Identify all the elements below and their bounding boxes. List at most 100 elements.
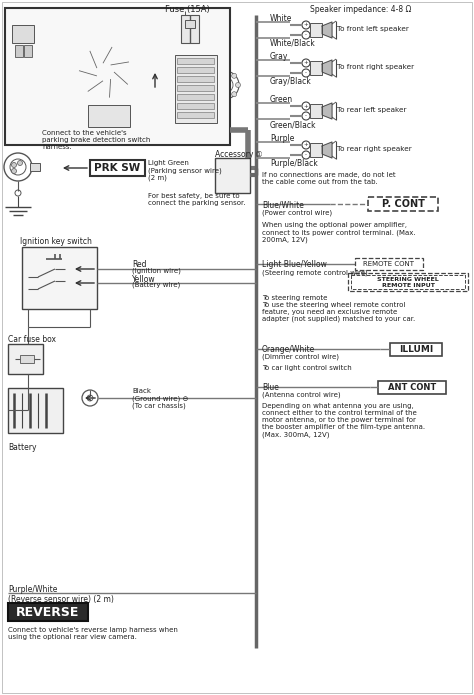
Circle shape [18,161,22,165]
Text: Gray: Gray [270,52,288,61]
Text: (Ignition wire): (Ignition wire) [132,267,181,274]
Bar [310,143,322,157]
Circle shape [213,73,219,79]
Bar [355,258,423,270]
Text: ANT CONT: ANT CONT [388,382,436,391]
Text: +: + [304,104,309,108]
Circle shape [107,115,109,117]
Circle shape [53,279,57,283]
Text: PRK SW: PRK SW [94,163,140,173]
Circle shape [102,69,108,75]
Text: +: + [304,60,309,65]
Text: (Antenna control wire): (Antenna control wire) [262,392,341,398]
Text: Purple/White
(Reverse sensor wire) (2 m): Purple/White (Reverse sensor wire) (2 m) [8,585,114,605]
Text: Yellow: Yellow [132,275,155,284]
Text: To front left speaker: To front left speaker [337,26,409,32]
Text: (Steering remote control wire): (Steering remote control wire) [262,269,368,275]
Circle shape [46,94,50,98]
Text: Blue: Blue [262,383,279,392]
Polygon shape [322,22,332,38]
Circle shape [232,92,237,97]
Text: (Power control wire): (Power control wire) [262,209,332,215]
Polygon shape [322,103,332,119]
Text: Car fuse box: Car fuse box [8,335,56,344]
Circle shape [36,275,40,279]
Text: Light Green
(Parking sensor wire)
(2 m): Light Green (Parking sensor wire) (2 m) [148,160,222,181]
Circle shape [111,115,113,117]
Circle shape [213,92,219,97]
Text: To steering remote
To use the steering wheel remote control
feature, you need an: To steering remote To use the steering w… [262,295,415,322]
Bar [8,603,88,621]
Bar [8,344,43,374]
Text: +: + [304,142,309,147]
Text: Gray/Black: Gray/Black [270,77,312,86]
Circle shape [210,83,215,88]
Bar [90,160,145,176]
Circle shape [11,168,17,174]
Bar [378,381,446,394]
Bar [15,45,23,57]
Text: White: White [270,14,292,23]
Text: -: - [305,33,307,38]
Text: Speaker impedance: 4-8 Ω: Speaker impedance: 4-8 Ω [310,5,411,14]
Text: STEERING WHEEL: STEERING WHEEL [377,277,439,282]
Text: -: - [305,70,307,76]
Text: -: - [305,152,307,158]
Circle shape [36,287,40,291]
Text: -: - [305,113,307,119]
Bar [24,45,32,57]
Circle shape [103,34,107,38]
Text: Connect to vehicle's reverse lamp harness when
using the optional rear view came: Connect to vehicle's reverse lamp harnes… [8,627,178,640]
Bar [348,273,468,291]
Text: Black
(Ground wire) ⊖
(To car chassis): Black (Ground wire) ⊖ (To car chassis) [132,388,188,409]
Text: Orange/White: Orange/White [262,345,315,354]
Text: Green: Green [270,95,293,104]
Circle shape [11,163,17,167]
Text: Blue/White: Blue/White [262,200,304,209]
Polygon shape [322,142,332,158]
Text: White/Black: White/Black [270,39,316,48]
Circle shape [123,115,125,117]
Text: When using the optional power amplifier,
connect to its power control terminal. : When using the optional power amplifier,… [262,222,416,243]
Circle shape [46,80,50,84]
Bar [30,163,40,171]
Text: ILLUMI: ILLUMI [399,345,433,354]
Bar [310,61,322,75]
Text: +: + [304,22,309,28]
Bar [181,15,199,43]
Circle shape [236,83,240,88]
Bar [310,23,322,37]
Text: Connect to the vehicle's
parking brake detection switch
harness.: Connect to the vehicle's parking brake d… [42,130,150,150]
Text: (Dimmer control wire): (Dimmer control wire) [262,354,339,361]
Circle shape [99,115,101,117]
Bar [177,67,214,73]
Text: To car light control switch: To car light control switch [262,365,352,371]
Circle shape [60,80,64,84]
Text: For best safety, be sure to
connect the parking sensor.: For best safety, be sure to connect the … [148,193,246,206]
Text: To rear left speaker: To rear left speaker [337,107,407,113]
Bar [390,343,442,356]
Bar [5,8,230,145]
Text: Battery: Battery [8,443,36,452]
Text: Red: Red [132,260,146,269]
Circle shape [46,66,50,70]
Bar [177,112,214,118]
Text: Fuse (15A): Fuse (15A) [165,5,210,14]
Text: Light Blue/Yellow: Light Blue/Yellow [262,260,327,269]
Bar [177,76,214,82]
Text: (Battery wire): (Battery wire) [132,282,180,288]
Circle shape [60,94,64,98]
Bar [215,158,250,193]
Circle shape [91,115,93,117]
Bar [177,58,214,64]
Bar [177,103,214,109]
Text: Purple/Black: Purple/Black [270,159,318,168]
Bar [310,104,322,118]
Text: Depending on what antenna you are using,
connect either to the control terminal : Depending on what antenna you are using,… [262,403,425,437]
Bar [177,85,214,91]
Circle shape [103,115,105,117]
Circle shape [60,66,64,70]
Circle shape [232,73,237,79]
Text: If no connections are made, do not let
the cable come out from the tab.: If no connections are made, do not let t… [262,172,396,185]
Bar [175,55,217,123]
